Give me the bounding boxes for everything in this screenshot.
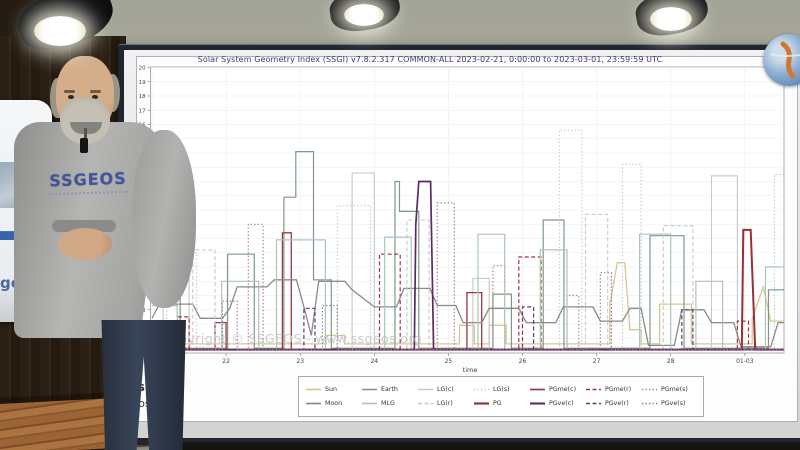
ssgeos-globe-icon: [763, 34, 800, 86]
legend-item: PG: [473, 400, 529, 407]
legend-label: PGme(c): [549, 385, 577, 393]
legend-swatch-icon: [474, 388, 489, 390]
legend-label: MLG: [381, 400, 395, 408]
spotlight-bulb-icon: [34, 16, 86, 46]
legend-item: LG(c): [417, 386, 473, 393]
legend-label: Earth: [381, 385, 398, 393]
zipper-pull: [80, 138, 88, 153]
legend-label: PGme(r): [605, 385, 632, 393]
legend-swatch-icon: [418, 388, 433, 390]
legend-item: LG(r): [417, 400, 473, 407]
legend-item: PGve(c): [529, 400, 585, 407]
chart-title: Solar System Geometry Index (SSGI) v7.8.…: [197, 55, 663, 64]
legend-item: Earth: [361, 386, 417, 393]
screen-bottom-shadow: [180, 442, 800, 450]
legend-swatch-icon: [586, 403, 601, 405]
legend-item: PGve(s): [641, 400, 697, 407]
chart-legend: Sun Earth LG(c) LG(s) PGme(c) PGme(r) PGme(s) M…: [298, 376, 704, 417]
ceiling-light-1: [12, 0, 120, 60]
legend-item: PGme(s): [641, 386, 697, 393]
legend-item: Moon: [305, 400, 361, 407]
legend-label: PGve(r): [605, 400, 629, 408]
legend-label: LG(c): [437, 385, 454, 393]
presenter-eye: [92, 95, 98, 99]
legend-label: Sun: [325, 385, 337, 393]
presenter-arm: [132, 130, 196, 308]
legend-item: PGve(r): [585, 400, 641, 407]
legend-label: LG(s): [493, 385, 510, 393]
presenter: SSGEOS: [14, 52, 196, 450]
legend-item: LG(s): [473, 386, 529, 393]
legend-label: PGme(s): [661, 385, 688, 393]
legend-item: PGme(c): [529, 386, 585, 393]
legend-swatch-icon: [474, 402, 489, 405]
presenter-eyebrow: [90, 90, 101, 93]
presenter-eye: [68, 95, 74, 99]
spotlight-bulb-icon: [650, 7, 692, 31]
legend-item: Sun: [305, 386, 361, 393]
legend-item: PGme(r): [585, 386, 641, 393]
sweatshirt-logo-text: SSGEOS: [48, 168, 128, 191]
legend-swatch-icon: [642, 403, 657, 405]
chart-watermark: Copyright © SSGEOS - www.ssgeos.org: [162, 331, 422, 346]
sweatshirt-cuff: [52, 220, 116, 232]
presenter-eyebrow: [64, 90, 75, 93]
legend-swatch-icon: [306, 388, 321, 391]
legend-swatch-icon: [362, 403, 377, 405]
presenter-hands: [58, 228, 112, 260]
legend-swatch-icon: [306, 402, 321, 405]
legend-swatch-icon: [642, 388, 657, 390]
legend-label: Moon: [325, 400, 343, 408]
legend-label: PG: [493, 400, 502, 408]
legend-label: PGve(c): [549, 400, 574, 408]
presenter-jeans: [101, 320, 186, 450]
x-axis-label: time: [462, 366, 478, 374]
legend-swatch-icon: [586, 388, 601, 390]
legend-label: PGve(s): [661, 400, 686, 408]
legend-label: LG(r): [437, 400, 453, 408]
legend-swatch-icon: [530, 402, 545, 405]
legend-swatch-icon: [362, 388, 377, 390]
ceiling-light-3: [632, 0, 712, 40]
legend-swatch-icon: [530, 388, 545, 391]
ceiling-light-2: [327, 0, 403, 35]
legend-item: MLG: [361, 400, 417, 407]
legend-swatch-icon: [418, 403, 433, 405]
spotlight-bulb-icon: [344, 4, 384, 26]
